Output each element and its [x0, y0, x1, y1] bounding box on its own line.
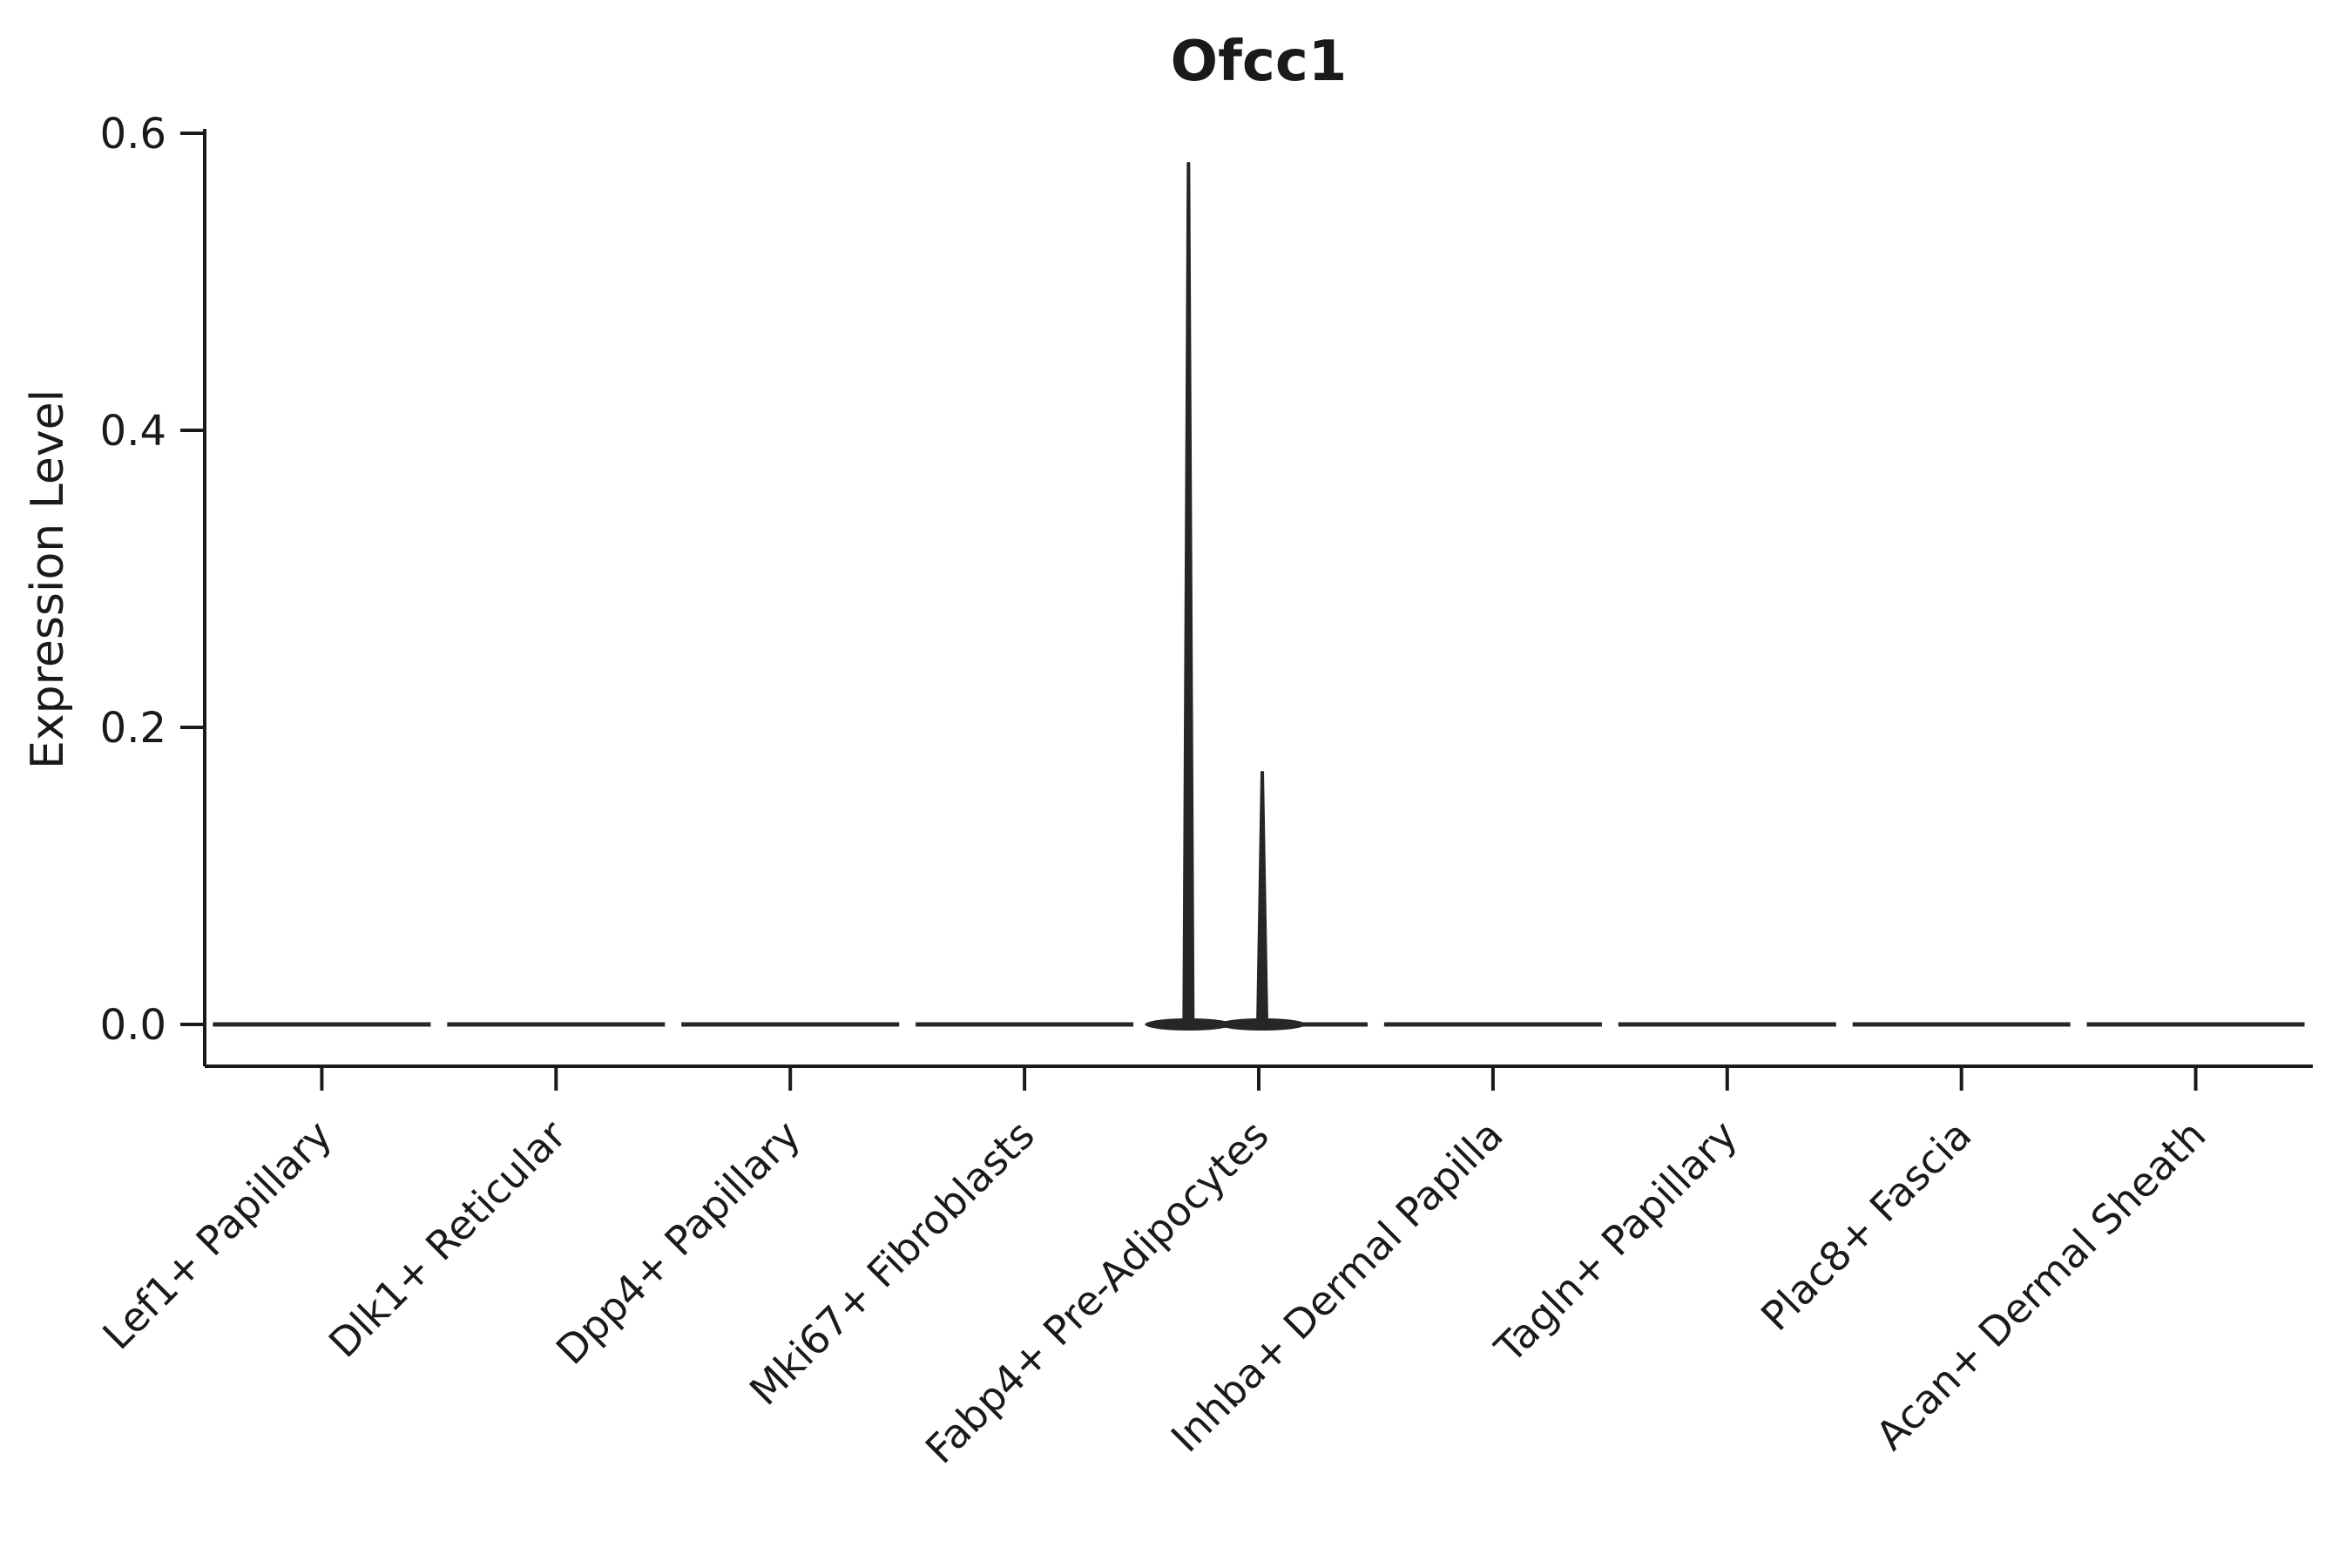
y-tick-label: 0.6 [100, 110, 166, 159]
violin-spike [1256, 771, 1269, 1025]
y-tick-label: 0.2 [100, 704, 166, 753]
chart-title: Ofcc1 [1171, 30, 1348, 94]
y-tick-label: 0.0 [100, 1001, 166, 1050]
y-tick-label: 0.4 [100, 407, 166, 456]
x-tick-label: Plac8+ Fascia [1752, 1112, 1980, 1340]
x-tick-label: Dpp4+ Papillary [547, 1112, 809, 1374]
x-tick-label: Lef1+ Papillary [93, 1112, 341, 1359]
y-axis-label: Expression Level [22, 389, 74, 769]
x-tick-label: Tagln+ Papillary [1485, 1112, 1747, 1373]
x-tick-label: Dlk1+ Reticular [320, 1112, 575, 1367]
violin-spike [1182, 162, 1195, 1025]
